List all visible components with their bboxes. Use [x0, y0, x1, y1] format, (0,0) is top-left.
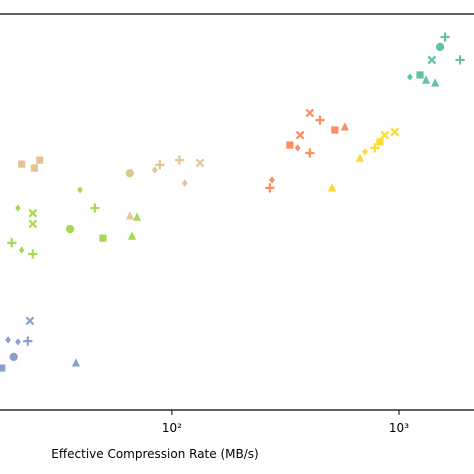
point: [407, 73, 413, 81]
point: [90, 203, 100, 213]
point: [28, 219, 38, 229]
point: [370, 143, 380, 153]
point: [195, 158, 205, 168]
x-axis-label: Effective Compression Rate (MB/s): [51, 447, 258, 461]
point: [0, 364, 6, 372]
point: [294, 144, 301, 152]
point: [340, 122, 350, 131]
point: [327, 183, 337, 192]
point: [421, 75, 431, 84]
point: [151, 166, 158, 174]
point: [355, 153, 365, 162]
point: [28, 249, 38, 259]
point: [305, 108, 315, 118]
point: [28, 208, 38, 218]
point: [155, 160, 165, 170]
point: [174, 155, 185, 165]
point: [380, 130, 390, 140]
point: [77, 186, 83, 194]
point: [7, 238, 17, 248]
point: [427, 55, 437, 65]
point: [435, 42, 445, 52]
point: [132, 212, 142, 221]
point: [5, 336, 11, 344]
point: [286, 141, 294, 149]
point: [440, 32, 450, 42]
point: [269, 176, 275, 184]
point: [305, 148, 315, 158]
point: [71, 358, 81, 367]
point: [295, 130, 305, 140]
point: [99, 234, 107, 242]
point: [23, 336, 33, 346]
point: [9, 352, 18, 362]
point: [125, 211, 134, 220]
point: [390, 127, 400, 137]
point: [331, 126, 339, 134]
point: [18, 160, 26, 168]
point: [15, 204, 21, 212]
point: [362, 148, 368, 156]
x-tick-label: 10³: [389, 421, 409, 435]
point: [65, 224, 75, 234]
point: [455, 55, 465, 65]
point: [15, 338, 21, 346]
point: [431, 78, 440, 87]
point: [25, 316, 35, 326]
x-tick-label: 10²: [162, 421, 182, 435]
point: [181, 179, 188, 187]
point: [30, 164, 38, 172]
point: [127, 231, 137, 240]
point: [265, 183, 275, 193]
point: [416, 71, 424, 79]
point: [315, 115, 325, 125]
point: [376, 138, 384, 146]
point: [125, 168, 135, 178]
point: [36, 156, 44, 164]
point: [18, 246, 25, 254]
